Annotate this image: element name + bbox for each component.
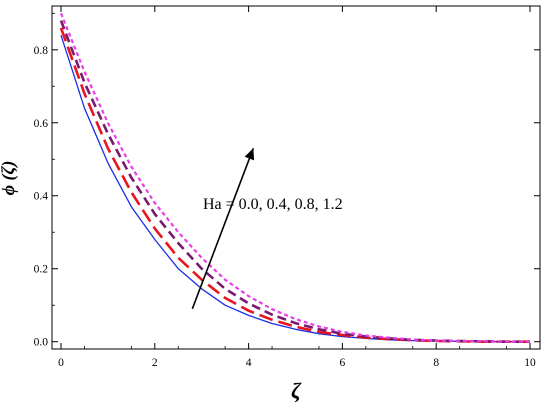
y-tick-label-3: 0.6 (34, 118, 49, 130)
y-tick-label-2: 0.4 (34, 191, 49, 203)
x-tick-label-1: 2 (152, 357, 158, 369)
x-tick-label-4: 8 (433, 357, 439, 369)
y-axis-label: ϕ (ζ) (0, 161, 19, 196)
y-tick-label-4: 0.8 (34, 45, 49, 57)
axis-ticks: 0 2 4 6 8 10 0.0 0.2 0.4 0.6 0.8 (34, 6, 540, 369)
series-line-3 (59, 20, 530, 343)
x-axis-label: ζ (291, 378, 302, 403)
plot-frame (51, 5, 541, 350)
series-line-1 (60, 35, 530, 343)
annotation-group: Ha = 0.0, 0.4, 0.8, 1.2 (191, 148, 343, 310)
annotation-text: Ha = 0.0, 0.4, 0.8, 1.2 (203, 196, 343, 213)
series-group (59, 12, 530, 343)
series-line-4 (59, 12, 530, 343)
series-line-2 (59, 27, 530, 343)
y-tick-label-1: 0.2 (34, 264, 49, 276)
y-tick-label-0: 0.0 (34, 337, 49, 349)
annotation-arrow (191, 148, 255, 310)
x-tick-label-0: 0 (58, 357, 64, 369)
x-tick-label-2: 4 (246, 357, 252, 369)
x-tick-label-5: 10 (524, 357, 536, 369)
x-tick-label-3: 6 (340, 357, 346, 369)
annotation-arrowhead (244, 148, 255, 161)
